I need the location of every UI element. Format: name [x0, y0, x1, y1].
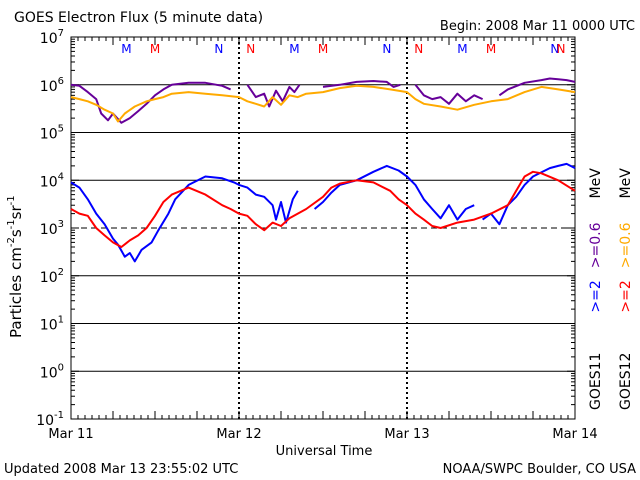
grid-layer — [71, 36, 575, 420]
y-axis-label: Particles cm-2s-1sr-1 — [6, 195, 25, 338]
y-tick-label: 102 — [40, 267, 64, 286]
mn-marker: N — [414, 42, 423, 56]
mn-marker: M — [457, 42, 467, 56]
y-tick-base: 10 — [40, 174, 58, 190]
y-label-exp-3: -1 — [6, 195, 17, 205]
mn-marker: M — [150, 42, 160, 56]
mn-marker: N — [382, 42, 391, 56]
y-tick-base: 10 — [40, 79, 58, 95]
x-tick-label: Mar 12 — [216, 427, 261, 442]
mn-marker: M — [289, 42, 299, 56]
y-tick-label: 105 — [40, 124, 64, 143]
y-tick-exponent: 6 — [58, 76, 64, 87]
y-tick-exponent: -1 — [54, 410, 64, 421]
y-tick-base: 10 — [40, 365, 58, 381]
y-tick-exponent: 5 — [58, 124, 64, 135]
y-tick-exponent: 0 — [58, 362, 64, 373]
y-tick-exponent: 2 — [58, 267, 64, 278]
y-tick-exponent: 1 — [58, 315, 64, 326]
mn-markers: M M N N M M N N M M NN — [121, 42, 565, 56]
y-label-part-3: sr — [7, 205, 25, 220]
y-tick-label: 10-1 — [36, 410, 64, 429]
y-tick-label: 101 — [40, 315, 64, 334]
y-tick-base: 10 — [40, 318, 58, 334]
credit-line: NOAA/SWPC Boulder, CO USA — [443, 462, 636, 477]
series-line-2 — [70, 162, 576, 263]
legend-goes11-label: GOES11 — [588, 353, 604, 410]
legend-goes12-red: >=2 — [618, 280, 634, 312]
series-line-3 — [70, 170, 576, 248]
mn-marker: M — [486, 42, 496, 56]
y-tick-label: 103 — [40, 219, 64, 238]
y-tick-base: 10 — [36, 413, 54, 429]
mn-marker: N — [550, 42, 559, 56]
y-tick-base: 10 — [40, 222, 58, 238]
y-tick-exponent: 7 — [58, 28, 64, 39]
legend-goes12-unit: MeV — [618, 168, 634, 199]
x-tick-label: Mar 13 — [384, 427, 429, 442]
y-label-exp-1: -2 — [6, 237, 17, 247]
y-tick-label: 104 — [40, 171, 64, 190]
y-label-part-1: Particles cm — [7, 247, 25, 338]
updated-timestamp: Updated 2008 Mar 13 23:55:02 UTC — [4, 462, 238, 477]
y-tick-exponent: 3 — [58, 219, 64, 230]
y-label-exp-2: -1 — [6, 219, 17, 229]
legend-goes11-row: GOES11 >=2 >=0.6 MeV — [588, 168, 604, 410]
x-tick-label: Mar 14 — [552, 427, 597, 442]
x-axis-label: Universal Time — [276, 444, 373, 459]
mn-marker: M — [318, 42, 328, 56]
y-tick-label: 107 — [40, 28, 64, 47]
y-tick-label: 100 — [40, 362, 64, 381]
y-tick-base: 10 — [40, 127, 58, 143]
x-tick-label: Mar 11 — [48, 427, 93, 442]
chart-title: GOES Electron Flux (5 minute data) — [14, 10, 263, 26]
legend-goes12-label: GOES12 — [618, 353, 634, 410]
legend-goes12-orange: >=0.6 — [618, 222, 634, 268]
y-tick-base: 10 — [40, 270, 58, 286]
x-tick-labels: Mar 11 Mar 12 Mar 13 Mar 14 — [48, 427, 597, 442]
y-tick-exponent: 4 — [58, 171, 64, 182]
mn-marker: N — [557, 42, 566, 56]
legend-goes12-row: GOES12 >=2 >=0.6 MeV — [618, 168, 634, 410]
legend-goes11-unit: MeV — [588, 168, 604, 199]
legend-goes11-blue: >=2 — [588, 280, 604, 312]
series-line-1 — [70, 84, 576, 123]
begin-date: Begin: 2008 Mar 11 0000 UTC — [440, 19, 635, 34]
legend: GOES11 >=2 >=0.6 MeV GOES12 >=2 >=0.6 MeV — [588, 168, 634, 410]
mn-marker: M — [121, 42, 131, 56]
y-tick-base: 10 — [40, 31, 58, 47]
mn-marker: N — [214, 42, 223, 56]
series-line-0 — [70, 77, 576, 124]
y-label-part-2: s — [7, 229, 25, 237]
legend-goes11-purple: >=0.6 — [588, 222, 604, 268]
mn-marker: N — [246, 42, 255, 56]
y-tick-label: 106 — [40, 76, 64, 95]
series-layer — [70, 77, 576, 263]
